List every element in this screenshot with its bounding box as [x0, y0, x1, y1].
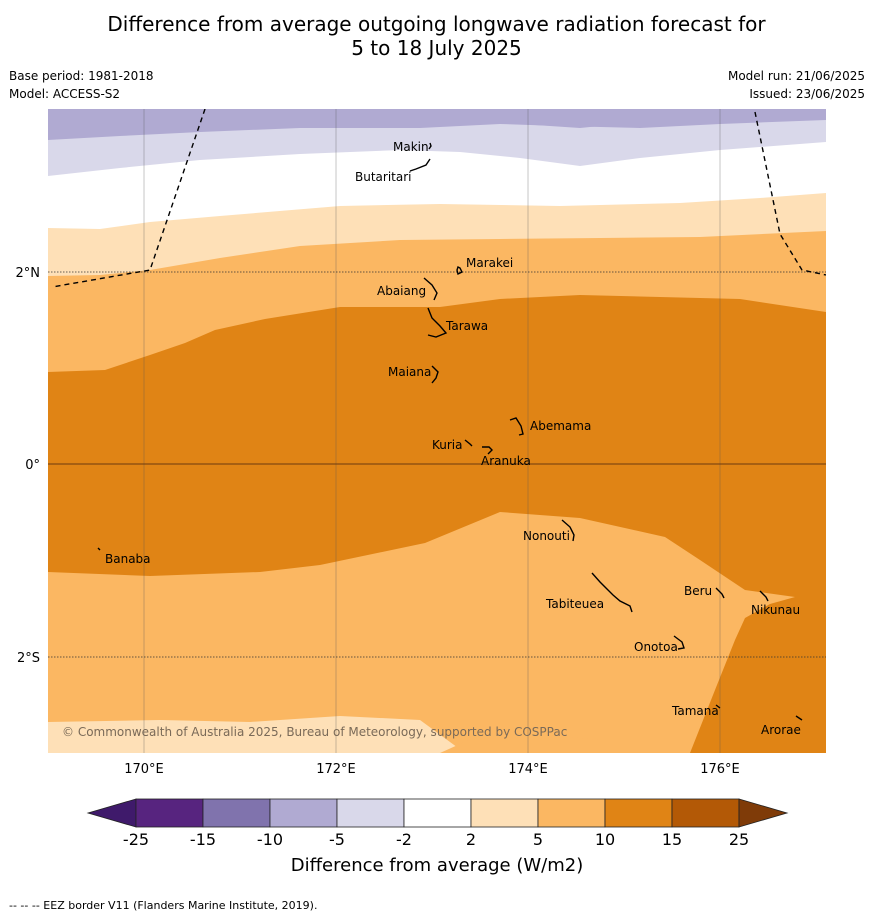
- base-period: Base period: 1981-2018: [9, 69, 154, 83]
- meta-right: Model run: 21/06/2025 Issued: 23/06/2025: [728, 67, 865, 103]
- banaba-outline: [97, 547, 101, 551]
- colorbar-seg-5: [403, 798, 472, 828]
- colorbar-tick: 2: [466, 830, 476, 849]
- lon-label-176e: 176°E: [700, 762, 740, 777]
- colorbar-tick: 5: [533, 830, 543, 849]
- lat-label-2n: 2°N: [16, 266, 41, 281]
- graticule: [143, 109, 721, 753]
- island-label-abaiang: Abaiang: [377, 284, 426, 298]
- onotoa-outline: [673, 635, 685, 650]
- island-label-makin: Makin: [393, 140, 429, 154]
- map-panel: Makin Butaritari Marakei Abaiang Tarawa …: [48, 109, 826, 753]
- lat-label-2s: 2°S: [17, 651, 40, 666]
- colorbar-seg-6: [470, 798, 539, 828]
- butaritari-outline: [409, 158, 431, 172]
- colorbar-low-arrow: [86, 798, 137, 828]
- eez-footnote: -- -- -- EEZ border V11 (Flanders Marine…: [9, 899, 318, 912]
- island-label-abemama: Abemama: [530, 419, 591, 433]
- colorbar-seg-4: [336, 798, 405, 828]
- island-label-tamana: Tamana: [671, 704, 719, 718]
- colorbar: [86, 798, 789, 828]
- nikunau-outline: [759, 590, 769, 602]
- band-minus-10-top: [48, 109, 826, 128]
- lon-label-170e: 170°E: [124, 762, 164, 777]
- colorbar-tick: 25: [729, 830, 749, 849]
- island-outlines: [97, 142, 803, 721]
- island-label-arorae: Arorae: [761, 723, 801, 737]
- latitude-lines: [48, 271, 826, 658]
- colorbar-tick: 15: [662, 830, 682, 849]
- island-label-marakei: Marakei: [466, 256, 513, 270]
- island-label-butaritari: Butaritari: [355, 170, 412, 184]
- lon-label-172e: 172°E: [316, 762, 356, 777]
- map-title: Difference from average outgoing longwav…: [0, 12, 873, 60]
- island-label-maiana: Maiana: [388, 365, 431, 379]
- colorbar-tick: -5: [329, 830, 345, 849]
- abemama-outline: [509, 417, 524, 436]
- island-label-nonouti: Nonouti: [523, 529, 570, 543]
- lon-label-174e: 174°E: [508, 762, 548, 777]
- abaiang-outline: [423, 277, 438, 301]
- copyright-notice: © Commonwealth of Australia 2025, Bureau…: [62, 725, 567, 739]
- colorbar-tick: -25: [123, 830, 149, 849]
- band-2-to-5-bottom: [48, 716, 465, 753]
- colorbar-seg-1: [135, 798, 204, 828]
- colorbar-seg-3: [269, 798, 338, 828]
- lat-label-0: 0°: [25, 458, 40, 473]
- colorbar-tick: 10: [595, 830, 615, 849]
- island-label-aranuka: Aranuka: [481, 454, 531, 468]
- island-label-onotoa: Onotoa: [634, 640, 678, 654]
- band-10-to-15: [48, 295, 826, 753]
- colorbar-seg-8: [604, 798, 673, 828]
- arorae-outline: [795, 715, 803, 721]
- island-label-nikunau: Nikunau: [751, 603, 800, 617]
- tarawa-outline: [427, 307, 448, 338]
- colorbar-high-arrow: [738, 798, 789, 828]
- tamana-outline: [715, 704, 721, 709]
- issued-date: Issued: 23/06/2025: [749, 87, 865, 101]
- aranuka-outline: [482, 446, 493, 455]
- latitude-labels: 2°N 0° 2°S: [16, 266, 41, 666]
- model-run: Model run: 21/06/2025: [727, 69, 865, 83]
- colorbar-tick: -2: [396, 830, 412, 849]
- island-label-tarawa: Tarawa: [445, 319, 488, 333]
- nonouti-outline: [561, 519, 575, 542]
- colorbar-seg-7: [537, 798, 606, 828]
- colorbar-tick: -15: [190, 830, 216, 849]
- beru-outline: [715, 587, 725, 599]
- longitude-labels: 170°E 172°E 174°E 176°E: [124, 762, 740, 777]
- island-label-banaba: Banaba: [105, 552, 151, 566]
- colorbar-tick: -10: [257, 830, 283, 849]
- eez-border: [51, 109, 826, 288]
- band-5-to-10-bottom: [440, 734, 690, 753]
- band-minus-5: [48, 120, 826, 176]
- title-line-1: Difference from average outgoing longwav…: [107, 12, 766, 36]
- marakei-outline: [456, 266, 463, 276]
- colorbar-seg-9: [671, 798, 740, 828]
- makin-outline: [428, 142, 432, 150]
- island-labels: Makin Butaritari Marakei Abaiang Tarawa …: [105, 140, 801, 737]
- island-label-tabiteuea: Tabiteuea: [545, 597, 604, 611]
- meta-left: Base period: 1981-2018 Model: ACCESS-S2: [9, 67, 154, 103]
- tabiteuea-outline: [591, 572, 633, 613]
- model-name: Model: ACCESS-S2: [9, 87, 121, 101]
- title-line-2: 5 to 18 July 2025: [351, 36, 522, 60]
- colorbar-ticks: -25 -15 -10 -5 -2 2 5 10 15 25: [123, 830, 749, 849]
- island-label-kuria: Kuria: [432, 438, 463, 452]
- colorbar-title: Difference from average (W/m2): [291, 855, 583, 876]
- island-label-beru: Beru: [684, 584, 712, 598]
- kuria-outline: [464, 439, 473, 447]
- colorbar-seg-2: [202, 798, 271, 828]
- maiana-outline: [431, 365, 439, 384]
